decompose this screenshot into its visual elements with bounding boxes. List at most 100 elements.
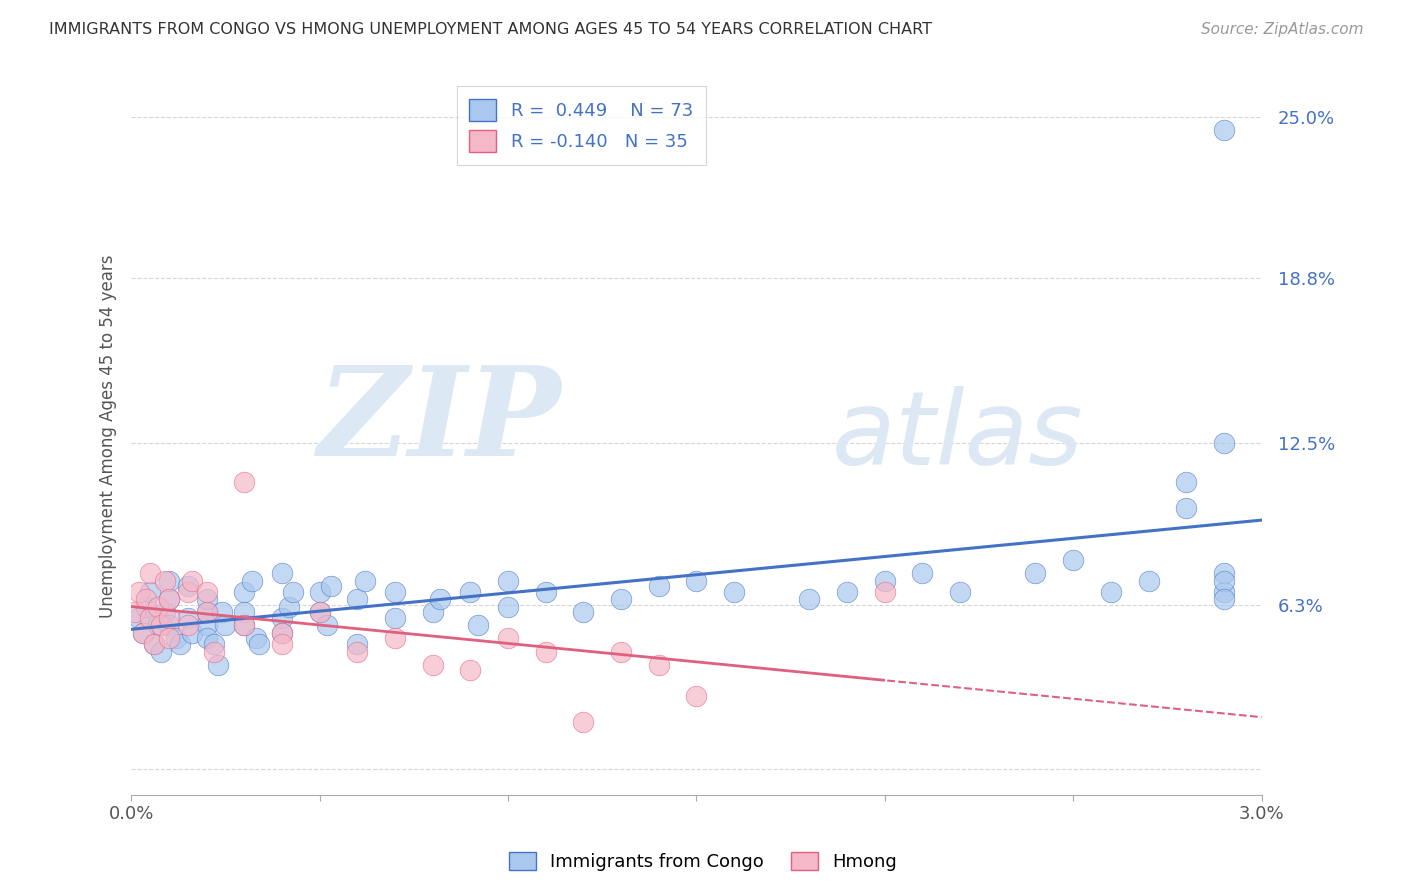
- Point: [1099, 584, 1122, 599]
- Point: [572, 714, 595, 729]
- Point: [1212, 584, 1234, 599]
- Point: [240, 574, 263, 588]
- Point: [146, 618, 169, 632]
- Point: [1175, 501, 1198, 516]
- Point: [346, 592, 368, 607]
- Point: [180, 626, 202, 640]
- Text: Source: ZipAtlas.com: Source: ZipAtlas.com: [1201, 22, 1364, 37]
- Point: [128, 584, 150, 599]
- Point: [142, 637, 165, 651]
- Point: [648, 579, 671, 593]
- Text: atlas: atlas: [832, 386, 1084, 486]
- Point: [685, 689, 707, 703]
- Point: [429, 592, 451, 607]
- Legend: Immigrants from Congo, Hmong: Immigrants from Congo, Hmong: [502, 845, 904, 879]
- Point: [534, 644, 557, 658]
- Point: [422, 657, 444, 672]
- Point: [157, 574, 180, 588]
- Point: [873, 584, 896, 599]
- Point: [799, 592, 821, 607]
- Point: [128, 610, 150, 624]
- Point: [648, 657, 671, 672]
- Point: [283, 584, 305, 599]
- Point: [135, 600, 157, 615]
- Point: [211, 606, 233, 620]
- Point: [131, 626, 153, 640]
- Point: [195, 632, 218, 646]
- Point: [308, 606, 330, 620]
- Text: ZIP: ZIP: [316, 361, 561, 483]
- Point: [1212, 435, 1234, 450]
- Point: [1212, 574, 1234, 588]
- Point: [911, 566, 934, 581]
- Point: [124, 606, 146, 620]
- Point: [202, 644, 225, 658]
- Point: [177, 610, 200, 624]
- Point: [195, 618, 218, 632]
- Point: [1212, 122, 1234, 136]
- Point: [195, 584, 218, 599]
- Point: [496, 574, 519, 588]
- Point: [384, 632, 406, 646]
- Point: [384, 610, 406, 624]
- Y-axis label: Unemployment Among Ages 45 to 54 years: Unemployment Among Ages 45 to 54 years: [100, 254, 117, 618]
- Point: [271, 626, 294, 640]
- Point: [202, 637, 225, 651]
- Point: [247, 637, 270, 651]
- Point: [610, 592, 633, 607]
- Point: [723, 584, 745, 599]
- Point: [1175, 475, 1198, 489]
- Point: [142, 637, 165, 651]
- Point: [157, 592, 180, 607]
- Point: [949, 584, 972, 599]
- Point: [157, 592, 180, 607]
- Point: [180, 574, 202, 588]
- Point: [1212, 566, 1234, 581]
- Point: [308, 606, 330, 620]
- Point: [153, 574, 176, 588]
- Point: [233, 584, 256, 599]
- Point: [131, 626, 153, 640]
- Text: IMMIGRANTS FROM CONGO VS HMONG UNEMPLOYMENT AMONG AGES 45 TO 54 YEARS CORRELATIO: IMMIGRANTS FROM CONGO VS HMONG UNEMPLOYM…: [49, 22, 932, 37]
- Point: [496, 600, 519, 615]
- Point: [177, 618, 200, 632]
- Point: [873, 574, 896, 588]
- Point: [233, 618, 256, 632]
- Point: [195, 592, 218, 607]
- Point: [346, 637, 368, 651]
- Point: [271, 637, 294, 651]
- Point: [460, 663, 482, 677]
- Point: [153, 606, 176, 620]
- Point: [534, 584, 557, 599]
- Point: [207, 657, 229, 672]
- Point: [1062, 553, 1084, 567]
- Point: [177, 579, 200, 593]
- Point: [146, 600, 169, 615]
- Point: [271, 626, 294, 640]
- Point: [271, 566, 294, 581]
- Point: [233, 475, 256, 489]
- Point: [353, 574, 375, 588]
- Point: [157, 632, 180, 646]
- Point: [308, 584, 330, 599]
- Point: [1137, 574, 1160, 588]
- Point: [157, 618, 180, 632]
- Point: [195, 606, 218, 620]
- Legend: R =  0.449    N = 73, R = -0.140   N = 35: R = 0.449 N = 73, R = -0.140 N = 35: [457, 87, 706, 165]
- Point: [177, 584, 200, 599]
- Point: [233, 606, 256, 620]
- Point: [150, 618, 173, 632]
- Point: [496, 632, 519, 646]
- Point: [169, 637, 191, 651]
- Point: [271, 610, 294, 624]
- Point: [572, 606, 595, 620]
- Point: [1212, 592, 1234, 607]
- Point: [610, 644, 633, 658]
- Point: [316, 618, 339, 632]
- Point: [685, 574, 707, 588]
- Point: [384, 584, 406, 599]
- Point: [835, 584, 858, 599]
- Point: [346, 644, 368, 658]
- Point: [422, 606, 444, 620]
- Point: [214, 618, 236, 632]
